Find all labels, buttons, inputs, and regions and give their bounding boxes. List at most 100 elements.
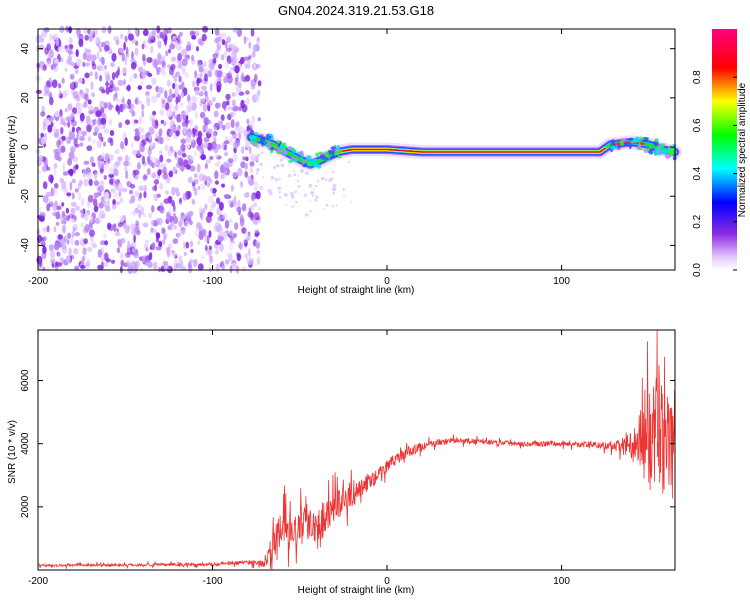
noise-speckle (235, 139, 241, 147)
noise-speckle (48, 115, 54, 123)
noise-speckle (41, 165, 47, 173)
noise-speckle (114, 149, 120, 155)
noise-speckle (101, 41, 106, 48)
noise-speckle (70, 145, 76, 153)
noise-speckle (172, 166, 177, 175)
noise-speckle (150, 45, 154, 54)
x-tick-label: -200 (28, 576, 48, 587)
noise-speckle (222, 31, 227, 40)
signal-blob (261, 141, 264, 147)
noise-speckle (105, 153, 110, 161)
noise-speckle (134, 27, 138, 36)
noise-speckle (205, 215, 212, 224)
colorbar-tick-label: 0.6 (692, 118, 703, 132)
noise-speckle (144, 185, 147, 192)
noise-speckle (120, 33, 124, 40)
noise-speckle (183, 126, 187, 135)
noise-speckle (115, 104, 119, 111)
noise-speckle (113, 161, 119, 170)
noise-speckle (75, 94, 81, 102)
signal-halo-speck (300, 169, 304, 173)
noise-speckle (249, 161, 255, 167)
noise-speckle (121, 187, 128, 193)
noise-speckle (200, 183, 206, 191)
noise-speckle (178, 255, 183, 263)
noise-speckle (101, 26, 107, 34)
noise-speckle (134, 190, 140, 197)
noise-speckle (50, 258, 56, 263)
noise-speckle (69, 73, 75, 80)
noise-speckle (203, 136, 210, 143)
noise-speckle (151, 205, 155, 213)
signal-halo-speck (312, 188, 315, 190)
noise-speckle (121, 145, 126, 152)
noise-speckle (256, 36, 260, 43)
noise-speckle (182, 241, 187, 250)
noise-speckle (208, 245, 212, 251)
noise-speckle (54, 163, 58, 169)
noise-speckle (181, 91, 184, 99)
noise-speckle (99, 201, 104, 209)
noise-speckle (244, 252, 248, 259)
signal-blob (306, 155, 312, 160)
noise-speckle (241, 227, 247, 235)
noise-speckle (159, 109, 165, 116)
signal-blob (312, 158, 318, 162)
noise-speckle (212, 132, 217, 141)
noise-speckle (173, 204, 176, 213)
noise-speckle (198, 173, 205, 182)
noise-speckle (193, 173, 198, 179)
noise-speckle (116, 194, 121, 199)
noise-speckle (55, 266, 59, 272)
noise-speckle (178, 84, 182, 90)
noise-speckle (68, 37, 73, 44)
noise-speckle (184, 220, 190, 228)
noise-speckle (126, 259, 130, 267)
noise-speckle (100, 152, 106, 160)
noise-speckle (162, 238, 166, 245)
noise-speckle (116, 228, 119, 233)
noise-speckle (255, 64, 261, 69)
noise-speckle (131, 110, 136, 117)
colorbar: 0.0 0.2 0.4 0.6 0.8 Normalized spectral ampl… (692, 29, 748, 277)
noise-speckle (224, 259, 230, 265)
signal-halo-speck (348, 161, 351, 164)
noise-speckle (82, 103, 88, 108)
noise-speckle (202, 228, 207, 238)
spectrogram-signal-track (243, 130, 682, 217)
noise-speckle (131, 51, 134, 60)
noise-speckle (99, 74, 102, 82)
noise-speckle (186, 41, 192, 49)
noise-speckle (199, 98, 203, 107)
signal-halo-speck (315, 195, 319, 200)
noise-speckle (39, 206, 42, 214)
noise-speckle (82, 247, 87, 256)
noise-speckle (76, 132, 80, 141)
noise-speckle (91, 54, 97, 61)
noise-speckle (243, 239, 248, 244)
spectrogram-y-ticks: -40 -20 0 20 40 (20, 43, 675, 253)
noise-speckle (141, 128, 145, 133)
signal-blob (249, 130, 255, 137)
noise-speckle (203, 60, 207, 68)
noise-speckle (208, 119, 212, 125)
signal-blob (276, 140, 281, 144)
signal-halo-speck (276, 164, 280, 168)
noise-speckle (210, 187, 214, 194)
noise-speckle (217, 235, 224, 243)
noise-speckle (207, 248, 213, 255)
noise-speckle (231, 262, 237, 272)
signal-blob (337, 149, 343, 153)
noise-speckle (160, 119, 165, 125)
noise-speckle (252, 44, 257, 54)
noise-speckle (168, 66, 174, 76)
noise-speckle (107, 137, 113, 144)
noise-speckle (129, 183, 136, 189)
noise-speckle (53, 126, 56, 134)
signal-blob (319, 154, 326, 160)
noise-speckle (153, 261, 158, 270)
noise-speckle (225, 93, 231, 101)
noise-speckle (49, 96, 54, 106)
noise-speckle (238, 81, 242, 89)
noise-speckle (38, 154, 43, 162)
